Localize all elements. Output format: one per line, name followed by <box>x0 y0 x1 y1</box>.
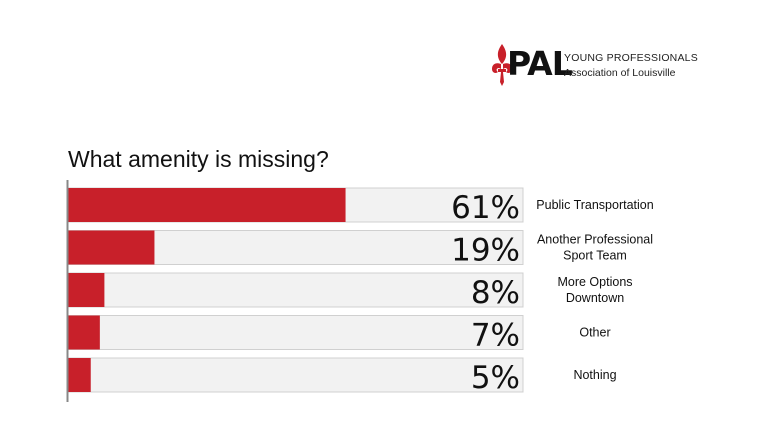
category-label: Another Professional <box>537 233 653 247</box>
bar <box>68 273 105 307</box>
value-label: 61% <box>451 190 520 226</box>
category-label: Other <box>579 326 610 340</box>
chart-title: What amenity is missing? <box>68 146 329 172</box>
bar-track <box>67 315 524 350</box>
bar <box>68 188 346 222</box>
category-label: Nothing <box>573 368 616 382</box>
bar <box>68 358 91 392</box>
value-label: 19% <box>451 233 520 269</box>
bar-track <box>67 272 524 308</box>
logo: PAL YOUNG PROFESSIONALS Association of L… <box>490 42 698 88</box>
logo-line-2: Association of Louisville <box>564 67 676 79</box>
category-label: More Options <box>557 275 632 289</box>
bar <box>68 230 155 265</box>
category-label: Sport Team <box>563 249 627 263</box>
value-label: 7% <box>471 318 520 354</box>
bar-track <box>67 357 524 393</box>
category-label: Public Transportation <box>536 198 653 212</box>
logo-wordmark: PAL <box>507 44 573 83</box>
value-label: 5% <box>471 360 520 396</box>
category-label: Downtown <box>566 291 624 305</box>
bar <box>68 315 100 350</box>
value-label: 8% <box>471 275 520 311</box>
fleur-de-lis-icon <box>492 44 512 86</box>
logo-line-1: YOUNG PROFESSIONALS <box>564 52 698 64</box>
